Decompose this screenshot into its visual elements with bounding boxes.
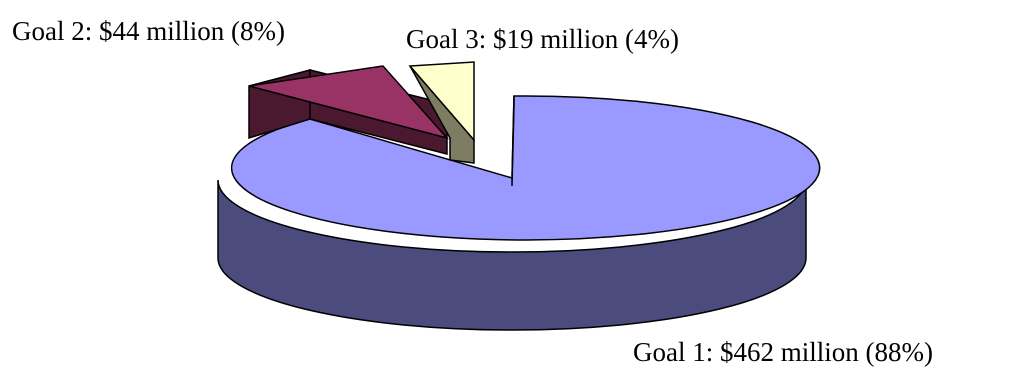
slice-label-goal-2: Goal 2: $44 million (8%) xyxy=(12,16,285,46)
slice-goal-3-top xyxy=(408,61,475,143)
slice-goal-3 xyxy=(408,61,475,164)
slice-goal-1-top xyxy=(230,95,821,241)
slice-goal-1-side xyxy=(217,179,807,331)
slice-goal-1-edge xyxy=(511,95,515,187)
slice-goal-2 xyxy=(248,65,450,155)
slice-label-goal-3: Goal 3: $19 million (4%) xyxy=(406,24,679,54)
slice-label-goal-1: Goal 1: $462 million (88%) xyxy=(633,337,933,367)
slice-goal-2-top xyxy=(248,65,450,140)
slice-goal-1 xyxy=(217,95,821,331)
